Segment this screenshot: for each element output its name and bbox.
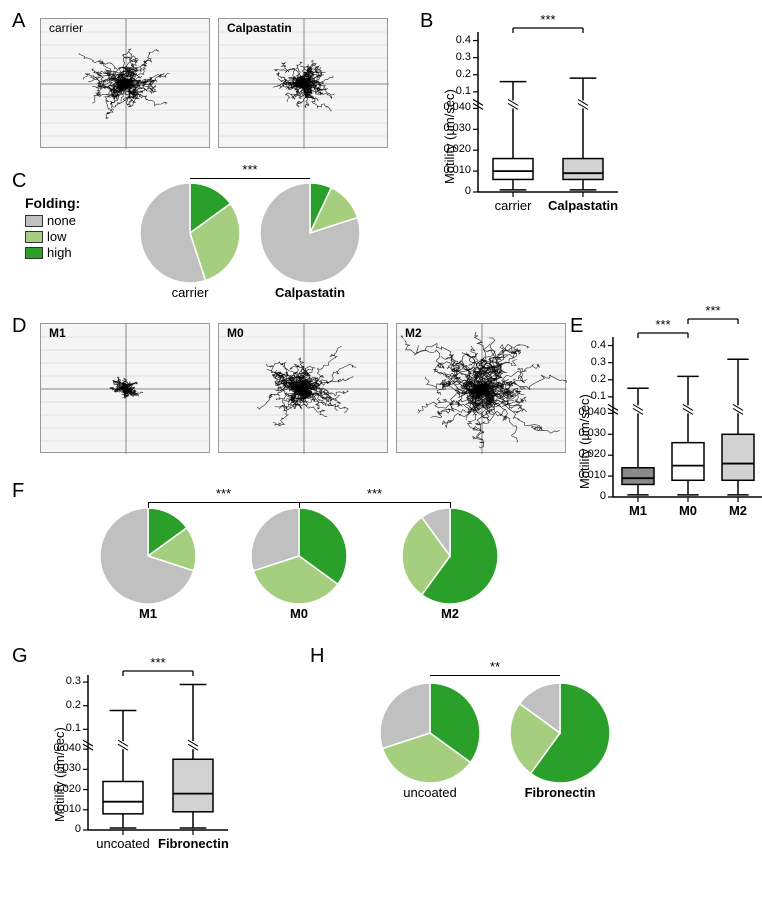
xcat-label: uncoated	[88, 836, 158, 851]
pie-chart	[140, 183, 240, 283]
significance-label: ***	[693, 303, 733, 318]
sig-bar	[148, 502, 299, 503]
yaxis-label: Motility (µm/sec)	[442, 89, 457, 184]
legend-swatch	[25, 247, 43, 259]
track-plot-title: M1	[47, 326, 68, 340]
pie-chart	[260, 183, 360, 283]
track-plot: carrier	[40, 18, 210, 148]
significance-label: ***	[230, 162, 270, 177]
sig-tick	[148, 502, 149, 508]
panel-label-A: A	[12, 10, 25, 33]
yaxis-label: Motility (µm/sec)	[577, 394, 592, 489]
pie-chart	[402, 508, 498, 604]
track-plot: M2	[396, 323, 566, 453]
ytick-label: 0.3	[40, 675, 81, 687]
legend-swatch	[25, 215, 43, 227]
panel-label-G: G	[12, 645, 28, 668]
boxplot: 00.0100.0200.0300.0400.10.20.30.4carrier…	[430, 10, 618, 214]
sig-bar	[299, 502, 450, 503]
sig-bar	[430, 675, 560, 676]
boxplot: 00.0100.0200.0300.0400.10.20.30.4M1M0M2*…	[565, 315, 762, 519]
sig-tick	[299, 502, 300, 508]
significance-label: ***	[528, 12, 568, 27]
track-plot-title: Calpastatin	[225, 21, 294, 35]
xcat-label: carrier	[478, 198, 548, 213]
xcat-label: M2	[713, 503, 762, 518]
xcat-label: Fibronectin	[158, 836, 228, 851]
boxplot: 00.0100.0200.0300.0400.10.20.3uncoatedFi…	[40, 653, 228, 852]
ytick-label: 0.2	[565, 373, 606, 385]
panel-label-D: D	[12, 315, 26, 338]
legend-label: none	[47, 213, 76, 228]
legend-item-none: none	[25, 213, 80, 228]
pie-chart	[251, 508, 347, 604]
track-plot: M0	[218, 323, 388, 453]
pie-label: M1	[100, 606, 196, 621]
significance-label: ***	[643, 317, 683, 332]
legend-title: Folding:	[25, 195, 80, 211]
ytick-label: 0.4	[565, 339, 606, 351]
track-plot-title: M2	[403, 326, 424, 340]
track-plot: M1	[40, 323, 210, 453]
track-plot-title: carrier	[47, 21, 85, 35]
significance-label: ***	[204, 486, 244, 501]
legend-item-low: low	[25, 229, 80, 244]
pie-label: M0	[251, 606, 347, 621]
ytick-label: 0.2	[430, 68, 471, 80]
track-plot-title: M0	[225, 326, 246, 340]
xcat-label: M1	[613, 503, 663, 518]
pie-label: carrier	[140, 285, 240, 300]
legend-swatch	[25, 231, 43, 243]
pie-label: Calpastatin	[260, 285, 360, 300]
ytick-label: 0.2	[40, 699, 81, 711]
ytick-label: 0.3	[430, 51, 471, 63]
significance-label: ***	[138, 655, 178, 670]
track-plot: Calpastatin	[218, 18, 388, 148]
ytick-label: 0.3	[565, 356, 606, 368]
sig-tick	[450, 502, 451, 508]
pie-label: Fibronectin	[510, 785, 610, 800]
pie-chart	[100, 508, 196, 604]
ytick-label: 0.4	[430, 34, 471, 46]
ytick-label: 0	[565, 490, 606, 502]
pie-chart	[380, 683, 480, 783]
ytick-label: 0	[430, 185, 471, 197]
pie-chart	[510, 683, 610, 783]
panel-label-H: H	[310, 645, 324, 668]
significance-label: ***	[355, 486, 395, 501]
significance-label: **	[475, 659, 515, 674]
pie-label: M2	[402, 606, 498, 621]
legend-label: low	[47, 229, 67, 244]
sig-bar	[190, 178, 310, 179]
folding-legend: Folding: nonelowhigh	[25, 195, 80, 261]
yaxis-label: Motility (µm/sec)	[52, 727, 67, 822]
legend-item-high: high	[25, 245, 80, 260]
scientific-figure: AcarrierCalpastatinB00.0100.0200.0300.04…	[10, 10, 752, 910]
panel-label-C: C	[12, 170, 26, 193]
pie-label: uncoated	[380, 785, 480, 800]
panel-label-F: F	[12, 480, 24, 503]
legend-label: high	[47, 245, 72, 260]
ytick-label: 0	[40, 823, 81, 835]
xcat-label: M0	[663, 503, 713, 518]
xcat-label: Calpastatin	[548, 198, 618, 213]
